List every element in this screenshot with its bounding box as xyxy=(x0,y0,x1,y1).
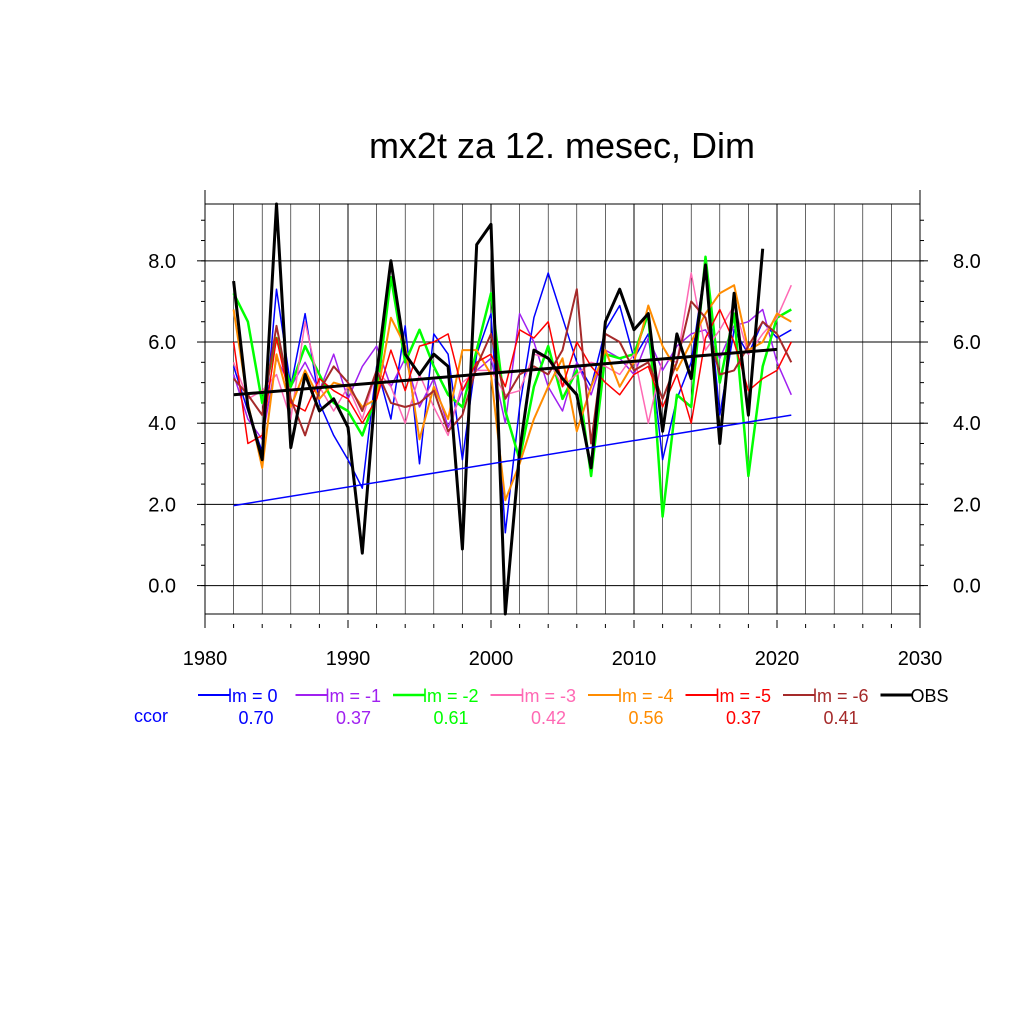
legend-entry-label: lm = 0 xyxy=(228,686,278,706)
legend-entry-label: lm = -4 xyxy=(618,686,674,706)
y-tick-label: 8.0 xyxy=(148,251,176,273)
series-line-lm-6 xyxy=(232,288,793,445)
legend-entry-label: lm = -6 xyxy=(813,686,869,706)
axes: 0.0 0.0 2.0 2.0 4.0 4.0 6.0 6.0 8.0 8.0 1980 1990 20… xyxy=(148,190,981,670)
y-tick-label-right: 8.0 xyxy=(953,251,981,273)
y-tick-label: 4.0 xyxy=(148,413,176,435)
y-tick-label: 2.0 xyxy=(148,494,176,516)
y-tick-label: 6.0 xyxy=(148,332,176,354)
trend-line-obs-trend xyxy=(233,347,778,397)
y-tick-label-right: 6.0 xyxy=(953,332,981,354)
series-line-lm-5 xyxy=(232,308,792,445)
legend-ccor-value: 0.37 xyxy=(726,708,761,728)
trend-line-lm-0-trend xyxy=(233,414,792,507)
x-tick-label: 1990 xyxy=(326,648,371,670)
legend-ccor-value: 0.41 xyxy=(823,708,858,728)
legend-entry-label: lm = -5 xyxy=(716,686,772,706)
x-tick-label: 2030 xyxy=(898,648,943,670)
x-tick-label: 2010 xyxy=(612,648,657,670)
legend-ccor-value: 0.42 xyxy=(531,708,566,728)
legend-entry-label: lm = -3 xyxy=(521,686,577,706)
series-lines xyxy=(232,202,793,616)
ccor-label: ccor xyxy=(134,706,168,726)
series-line-obs xyxy=(232,202,765,616)
y-tick-label-right: 4.0 xyxy=(953,413,981,435)
x-tick-label: 1980 xyxy=(183,648,228,670)
legend-entry-label: lm = -1 xyxy=(326,686,382,706)
chart-title: mx2t za 12. mesec, Dim xyxy=(369,125,755,166)
x-tick-label: 2000 xyxy=(469,648,514,670)
legend-ccor-value: 0.56 xyxy=(628,708,663,728)
legend-entry-label: OBS xyxy=(911,686,949,706)
legend-ccor-value: 0.61 xyxy=(433,708,468,728)
legend-ccor-value: 0.37 xyxy=(336,708,371,728)
legend-entry-label: lm = -2 xyxy=(423,686,479,706)
x-tick-label: 2020 xyxy=(755,648,800,670)
y-tick-label: 0.0 xyxy=(148,576,176,598)
y-tick-label-right: 2.0 xyxy=(953,494,981,516)
y-tick-label-right: 0.0 xyxy=(953,576,981,598)
legend-ccor-value: 0.70 xyxy=(238,708,273,728)
